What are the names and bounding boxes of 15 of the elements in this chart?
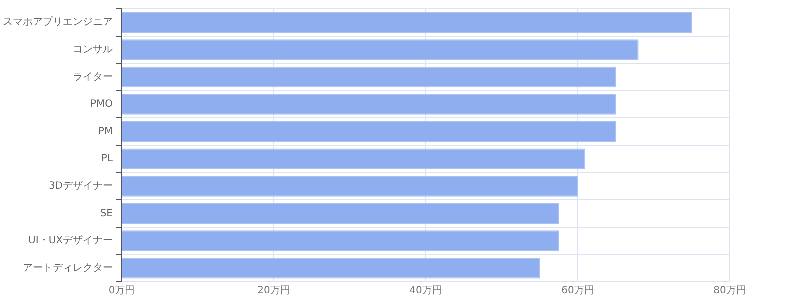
x-tick-label: 80万円 [714, 286, 746, 297]
y-tick-label: スマホアプリエンジニア [3, 16, 113, 28]
y-tick-label: 3Dデザイナー [48, 181, 113, 192]
y-tick-label: SE [100, 208, 113, 220]
y-tick-label: コンサル [73, 44, 113, 56]
y-tick-label: PL [101, 154, 114, 165]
x-tick-label: 60万円 [562, 286, 594, 297]
y-tick-label: PM [98, 126, 113, 138]
y-tick-label: アートディレクター [23, 262, 113, 274]
y-tick-label: UI・UXデザイナー [28, 236, 113, 247]
y-tick-label: ライター [73, 72, 113, 83]
x-tick-label: 40万円 [410, 286, 442, 297]
x-tick-label: 20万円 [258, 286, 290, 297]
x-tick-label: 0万円 [108, 286, 136, 297]
y-tick-label: PMO [90, 99, 114, 110]
